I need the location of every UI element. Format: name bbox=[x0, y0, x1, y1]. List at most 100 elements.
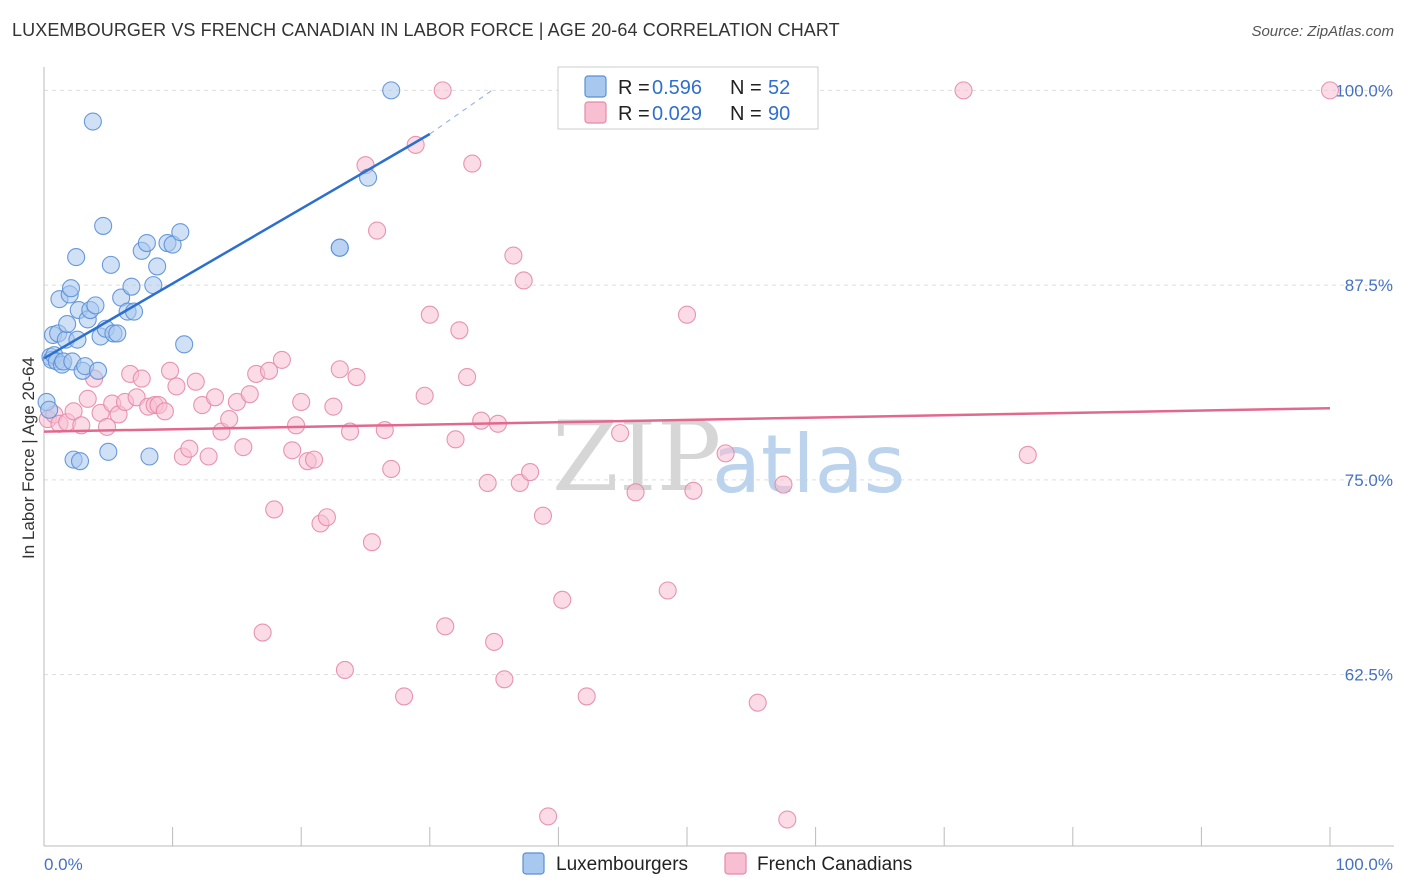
legend-swatch-luxembourgers bbox=[584, 75, 607, 98]
data-point bbox=[272, 350, 291, 369]
bottom-legend-label-french-canadians: French Canadians bbox=[757, 854, 912, 875]
data-point bbox=[58, 315, 77, 334]
data-point bbox=[677, 305, 697, 324]
source-credit: Source: ZipAtlas.com bbox=[1251, 23, 1394, 40]
data-point bbox=[611, 424, 630, 443]
data-point bbox=[240, 385, 259, 404]
correlation-legend: R = 0.596 N = 52 R = 0.029 N = 90 bbox=[557, 66, 819, 130]
data-point bbox=[180, 439, 199, 458]
data-point bbox=[954, 81, 973, 100]
data-point bbox=[436, 617, 455, 636]
axes bbox=[43, 67, 1394, 847]
data-point bbox=[420, 305, 439, 324]
data-point bbox=[287, 416, 306, 435]
legend-r-label-2: R = bbox=[618, 103, 650, 125]
data-point bbox=[774, 475, 793, 494]
legend-n-label-2: N = bbox=[730, 103, 762, 125]
data-point bbox=[359, 168, 378, 187]
data-point bbox=[533, 506, 553, 525]
data-point bbox=[132, 369, 151, 388]
data-point bbox=[626, 483, 645, 502]
data-point bbox=[78, 389, 97, 408]
data-point bbox=[83, 112, 102, 131]
legend-r-value-2: 0.029 bbox=[652, 103, 702, 125]
bottom-legend-swatch-luxembourgers bbox=[522, 852, 545, 875]
data-point bbox=[220, 410, 239, 429]
data-point bbox=[553, 590, 572, 609]
data-point bbox=[253, 623, 272, 642]
data-point bbox=[148, 257, 167, 276]
data-point bbox=[382, 459, 401, 479]
y-tick-label: 62.5% bbox=[1345, 666, 1393, 685]
data-point bbox=[40, 400, 59, 419]
data-point bbox=[539, 807, 558, 826]
data-point bbox=[317, 508, 336, 527]
data-point bbox=[160, 361, 180, 380]
data-point bbox=[199, 447, 218, 466]
data-point bbox=[94, 216, 113, 235]
legend-n-value-2: 90 bbox=[768, 103, 790, 125]
bottom-legend-swatch-french-canadians bbox=[724, 852, 747, 875]
data-point bbox=[330, 360, 349, 379]
data-point bbox=[155, 402, 174, 421]
data-point bbox=[395, 687, 414, 706]
data-point bbox=[108, 324, 127, 343]
data-point bbox=[186, 372, 205, 391]
legend-r-value-1: 0.596 bbox=[652, 77, 702, 99]
data-point bbox=[368, 221, 387, 240]
legend-r-label-1: R = bbox=[618, 77, 650, 99]
data-point bbox=[137, 234, 156, 253]
data-point bbox=[234, 438, 253, 457]
data-point bbox=[415, 386, 434, 405]
x-tick-marks bbox=[43, 827, 1331, 846]
data-point bbox=[362, 533, 381, 552]
data-point bbox=[478, 473, 497, 493]
data-point bbox=[70, 452, 90, 471]
data-point bbox=[716, 444, 735, 463]
data-point bbox=[433, 81, 452, 100]
data-point bbox=[167, 377, 186, 396]
data-point bbox=[1018, 445, 1037, 464]
data-point bbox=[504, 246, 523, 265]
data-point bbox=[521, 463, 540, 482]
data-point bbox=[61, 279, 81, 298]
data-point bbox=[324, 397, 343, 416]
data-point bbox=[463, 154, 482, 173]
data-point bbox=[577, 687, 596, 706]
data-point bbox=[86, 296, 105, 315]
x-tick-label-max: 100.0% bbox=[1335, 855, 1393, 874]
x-tick-label-min: 0.0% bbox=[44, 855, 83, 874]
data-point bbox=[485, 632, 504, 651]
y-axis-label: In Labor Force | Age 20-64 bbox=[19, 357, 38, 559]
legend-swatch-french-canadians bbox=[584, 101, 607, 124]
data-point bbox=[171, 223, 190, 242]
data-point bbox=[292, 392, 311, 412]
data-point bbox=[305, 450, 324, 469]
data-point bbox=[514, 271, 533, 290]
data-point bbox=[88, 361, 108, 380]
data-point bbox=[382, 81, 401, 100]
data-point bbox=[335, 660, 354, 679]
data-point bbox=[175, 335, 194, 354]
data-point bbox=[1320, 81, 1340, 100]
series-luxembourgers bbox=[37, 81, 401, 471]
data-point bbox=[450, 321, 469, 340]
data-point bbox=[64, 402, 83, 421]
chart-title: LUXEMBOURGER VS FRENCH CANADIAN IN LABOR… bbox=[12, 20, 840, 40]
series-legend: Luxembourgers French Canadians bbox=[522, 852, 912, 875]
data-point bbox=[472, 411, 491, 430]
data-point bbox=[684, 481, 703, 500]
data-point bbox=[99, 442, 118, 461]
trend-line-luxembourgers-extension bbox=[429, 88, 495, 135]
y-tick-label: 75.0% bbox=[1345, 471, 1393, 490]
y-tick-labels: 100.0% 87.5% 75.0% 62.5% bbox=[1335, 81, 1393, 684]
data-point bbox=[205, 388, 225, 407]
bottom-legend-label-luxembourgers: Luxembourgers bbox=[556, 854, 688, 875]
y-tick-label: 87.5% bbox=[1345, 276, 1393, 295]
trend-lines bbox=[43, 88, 1331, 433]
gridlines bbox=[44, 89, 1394, 676]
data-point bbox=[259, 361, 279, 380]
data-point bbox=[140, 447, 159, 466]
data-point bbox=[347, 367, 366, 387]
data-point bbox=[658, 581, 677, 600]
